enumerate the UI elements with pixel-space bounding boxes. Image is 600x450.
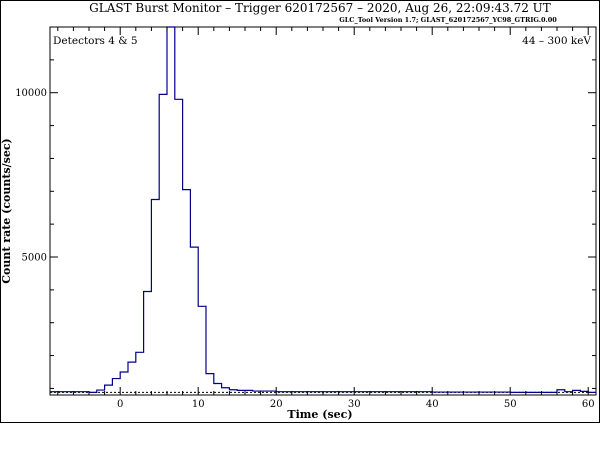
y-tick-label: 5000 (22, 253, 47, 264)
axis-ticks: 0 10 20 30 40 50 60 5000 10000 (15, 26, 596, 410)
x-tick-label: 40 (426, 399, 439, 410)
chart-title: GLAST Burst Monitor – Trigger 620172567 … (89, 1, 551, 15)
x-tick-label: 20 (270, 399, 283, 410)
series-step-line (50, 26, 596, 393)
x-axis-label: Time (sec) (287, 408, 352, 421)
x-tick-label: 50 (504, 399, 517, 410)
x-tick-label: 10 (192, 399, 205, 410)
outer-border (0, 0, 600, 423)
chart-subtitle: GLC_Tool Version 1.7; GLAST_620172567_YC… (339, 16, 557, 24)
annotation-detectors: Detectors 4 & 5 (53, 35, 138, 47)
x-tick-label: 0 (117, 399, 123, 410)
y-axis-label: Count rate (counts/sec) (0, 138, 13, 283)
y-tick-label: 10000 (15, 88, 47, 99)
plot-area (49, 26, 597, 396)
x-tick-label: 60 (582, 399, 595, 410)
x-tick-label: 30 (348, 399, 361, 410)
annotation-energy: 44 – 300 keV (522, 35, 591, 47)
